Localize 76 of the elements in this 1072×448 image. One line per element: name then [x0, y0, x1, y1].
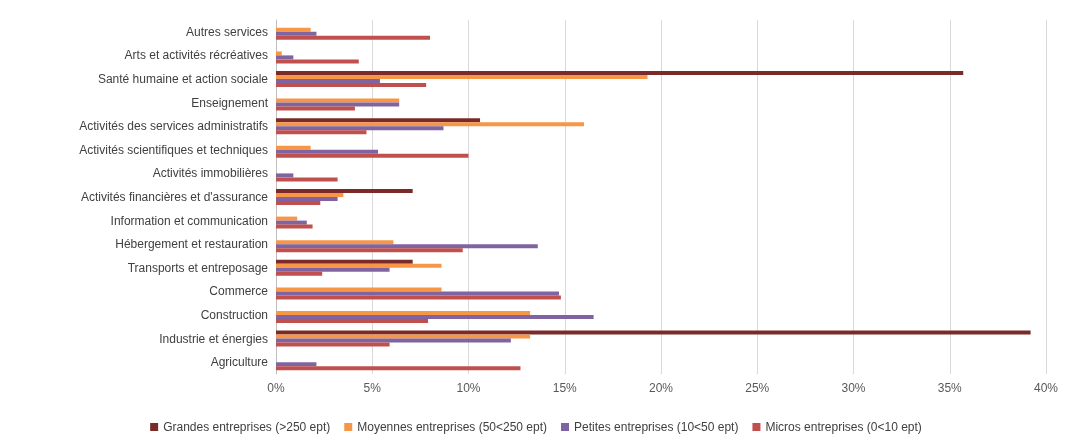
bar: [276, 319, 429, 323]
bar: [276, 35, 430, 40]
x-tick-label: 20%: [648, 381, 674, 395]
bar: [276, 189, 413, 193]
bar: [276, 311, 531, 315]
bar: [276, 51, 282, 56]
bar: [276, 240, 394, 245]
x-tick-label: 0%: [267, 381, 285, 395]
bar: [276, 216, 298, 221]
bar: [276, 362, 317, 367]
y-tick-label: Transports et entreposage: [127, 260, 269, 275]
bar: [276, 271, 323, 276]
y-tick-label: Autres services: [185, 24, 268, 39]
x-tick-label: 30%: [841, 381, 866, 395]
x-tick-label: 40%: [1033, 381, 1059, 395]
legend-label: Petites entreprises (10<50 ept): [574, 420, 739, 434]
y-tick-label: Hébergement et restauration: [115, 237, 268, 252]
bar: [276, 224, 313, 229]
bar: [276, 75, 648, 79]
bar: [276, 118, 481, 123]
y-tick-label: Industrie et énergies: [159, 331, 268, 346]
bar: [276, 244, 538, 249]
bar: [276, 177, 338, 182]
y-tick-label: Activités immobilières: [152, 166, 268, 181]
y-tick-label: Commerce: [209, 284, 269, 299]
bar: [276, 71, 964, 75]
bar: [276, 295, 561, 300]
bar: [276, 98, 400, 103]
bar: [276, 338, 511, 343]
bar: [276, 248, 463, 253]
bar: [276, 83, 427, 87]
bar: [276, 27, 311, 32]
x-tick-label: 5%: [363, 381, 382, 395]
x-tick-label: 25%: [745, 381, 770, 395]
bar: [276, 259, 413, 264]
bar: [276, 79, 380, 83]
bar: [276, 149, 379, 154]
bar: [276, 334, 531, 339]
legend-label: Grandes entreprises (>250 ept): [163, 420, 331, 434]
bar: [276, 122, 584, 127]
legend-label: Moyennes entreprises (50<250 ept): [357, 420, 548, 434]
y-tick-label: Santé humaine et action sociale: [97, 72, 269, 86]
bar: [276, 153, 469, 158]
bar: [276, 201, 321, 205]
y-tick-label: Information et communication: [110, 213, 268, 228]
bar: [276, 145, 311, 150]
bar: [276, 366, 521, 371]
legend-label: Micros entreprises (0<10 ept): [765, 420, 922, 434]
bar: [276, 342, 390, 347]
y-tick-label: Activités des services administratifs: [79, 119, 268, 134]
y-tick-label: Agriculture: [210, 355, 269, 370]
y-tick-label: Enseignement: [191, 95, 269, 110]
bar: [276, 106, 355, 111]
y-tick-label: Arts et activités récréatives: [124, 48, 268, 63]
bar: [276, 126, 444, 131]
x-tick-label: 35%: [937, 381, 963, 395]
bar: [276, 130, 367, 135]
bar: [276, 173, 294, 178]
bar: [276, 55, 294, 60]
x-tick-label: 15%: [552, 381, 578, 395]
bar: [276, 220, 307, 225]
bar: [276, 193, 344, 197]
bar: [276, 287, 442, 292]
y-tick-label: Activités financières et d'assurance: [80, 190, 269, 204]
bar: [276, 315, 594, 319]
bar: [276, 267, 390, 272]
bar: [276, 291, 559, 296]
bar: [276, 31, 317, 36]
y-tick-label: Construction: [200, 308, 268, 322]
y-tick-label: Activités scientifiques et techniques: [79, 142, 268, 157]
bar: [276, 263, 442, 268]
x-tick-label: 10%: [456, 381, 481, 395]
bar: [276, 102, 400, 107]
bar: [276, 59, 359, 64]
bar: [276, 197, 338, 201]
bar: [276, 330, 1031, 335]
